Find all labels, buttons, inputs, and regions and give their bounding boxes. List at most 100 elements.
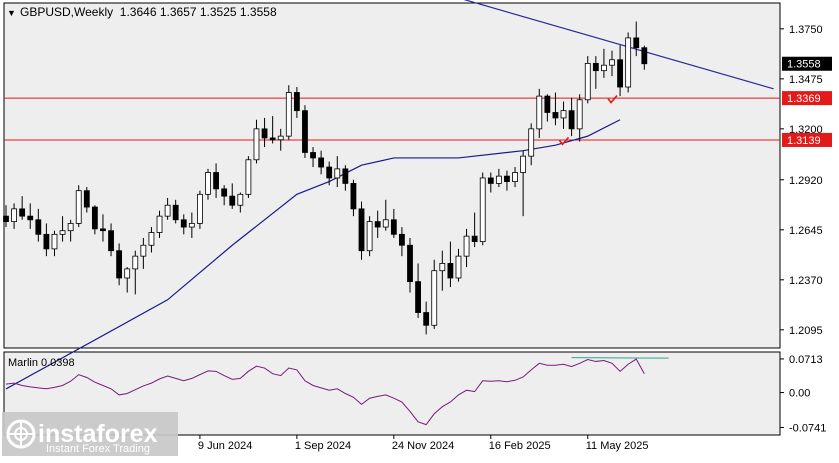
candle-body [553,112,558,117]
time-tick-label: 1 Sep 2024 [295,440,351,452]
candle-body [480,178,485,242]
candle-body [359,209,364,251]
candle-body [472,236,477,241]
candle-body [521,156,526,172]
candle-body [513,172,518,181]
candle-body [141,245,146,256]
indicator-tick-label: 0.00 [789,388,810,400]
price-tick-label: 1.2370 [789,275,823,287]
candle-body [440,263,445,270]
chart-title: GBPUSD,Weekly 1.3646 1.3657 1.3525 1.355… [20,5,277,19]
candle-body [610,60,615,65]
candle-body [214,172,219,188]
candle-body [222,189,227,196]
candle-body [496,176,501,183]
candle-body [20,209,25,216]
candle-body [642,48,647,64]
candle-body [270,138,275,140]
candle-body [504,176,509,181]
candle-body [84,191,89,207]
time-tick-label: 24 Nov 2024 [392,440,454,452]
current-price-label: 1.3558 [787,59,821,71]
candle-body [618,60,623,87]
candle-body [399,234,404,245]
indicator-label: Marlin 0.0398 [8,357,75,369]
candle-body [488,178,493,183]
candle-body [311,152,316,157]
time-axis: 9 Jun 2024 1 Sep 2024 24 Nov 2024 16 Feb 20… [198,435,649,452]
candle-body [343,169,348,184]
watermark-tagline: Instant Forex Trading [46,443,150,455]
price-tick-label: 1.2645 [789,225,823,237]
watermark: instaforex Instant Forex Trading [2,412,178,456]
candle-body [238,194,243,205]
candle-body [4,216,9,221]
candle-body [383,220,388,227]
candle-body [125,269,130,278]
candle-body [109,231,114,251]
price-tick-label: 1.3475 [789,74,823,86]
indicator-tick-label: 0.0713 [789,354,823,366]
time-tick-label: 16 Feb 2025 [489,440,551,452]
candle-body [189,223,194,227]
candle-body [28,216,33,220]
candle-body [585,63,590,99]
candle-body [351,183,356,208]
candle-body [408,245,413,281]
candle-body [12,209,17,222]
candle-body [456,256,461,278]
candle-body [181,220,186,227]
candle-body [92,207,97,229]
price-tick-label: 1.3750 [789,24,823,36]
candle-body [432,271,437,326]
price-tick-label: 1.2095 [789,325,823,337]
candle-body [294,92,299,110]
candle-body [173,205,178,220]
candle-body [367,222,372,251]
candle-body [206,172,211,194]
candle-body [302,111,307,153]
time-tick-label: 9 Jun 2024 [198,440,252,452]
indicator-tick-label: -0.0741 [789,423,826,435]
level-price-label: 1.3369 [787,93,821,105]
candle-body [545,96,550,112]
candle-body [375,222,380,227]
dropdown-arrow-icon[interactable]: ▼ [7,8,16,18]
candle-body [262,129,267,138]
candle-body [319,158,324,167]
candle-body [537,96,542,129]
candle-body [626,38,631,87]
candle-body [278,136,283,140]
candle-body [464,236,469,256]
candle-body [424,313,429,326]
candle-body [157,216,162,232]
candle-body [197,194,202,223]
level-price-label: 1.3139 [787,135,821,147]
candle-body [68,223,73,230]
candle-body [593,63,598,70]
candle-body [52,234,57,249]
candle-body [246,160,251,195]
price-axis: 1.37501.34751.32001.29201.26451.23701.20… [780,24,823,337]
candle-body [634,38,639,48]
candle-body [286,92,291,136]
candle-body [577,100,582,129]
instaforex-logo-icon [8,421,34,447]
candle-body [569,111,574,129]
price-axis-labels: 1.3558 1.3369 1.3139 [782,57,832,147]
candle-body [335,169,340,178]
candle-body [601,65,606,70]
candle-body [561,111,566,118]
time-tick-label: 11 May 2025 [586,440,649,452]
candle-body [36,220,41,235]
price-tick-label: 1.2920 [789,175,823,187]
candle-body [100,229,105,231]
candle-body [149,233,154,246]
main-plot-area [4,3,780,348]
candle-body [448,263,453,278]
candle-body [60,231,65,235]
candle-body [76,191,81,224]
candle-body [529,129,534,156]
